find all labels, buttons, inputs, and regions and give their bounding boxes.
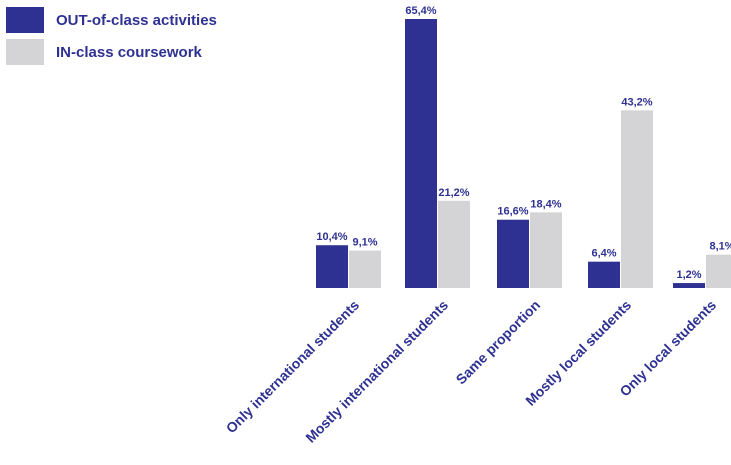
- bar-out-of-class-2: [497, 219, 529, 288]
- data-label-in-class-1: 21,2%: [438, 187, 469, 199]
- data-label-out-of-class-4: 1,2%: [676, 269, 701, 281]
- data-label-out-of-class-1: 65,4%: [405, 5, 436, 17]
- legend-label-out-of-class: OUT-of-class activities: [56, 11, 217, 29]
- bar-in-class-2: [530, 212, 562, 288]
- bar-out-of-class-1: [405, 19, 437, 288]
- legend-swatch-out-of-class: [6, 7, 44, 33]
- bar-in-class-0: [349, 250, 381, 288]
- bar-in-class-1: [438, 200, 470, 288]
- x-tick-label-1: Mostly international students: [302, 297, 451, 446]
- legend-item-in-class: IN-class coursework: [6, 38, 217, 66]
- x-tick-label-3: Mostly local students: [522, 297, 634, 409]
- chart-legend: OUT-of-class activities IN-class coursew…: [6, 6, 217, 70]
- data-label-out-of-class-3: 6,4%: [591, 248, 616, 260]
- data-label-in-class-4: 8,1%: [709, 241, 731, 253]
- bar-in-class-3: [621, 110, 653, 289]
- data-label-in-class-3: 43,2%: [621, 96, 652, 108]
- legend-swatch-in-class: [6, 39, 44, 65]
- x-tick-label-2: Same proportion: [453, 297, 544, 388]
- legend-item-out-of-class: OUT-of-class activities: [6, 6, 217, 34]
- data-label-in-class-2: 18,4%: [530, 198, 561, 210]
- bar-out-of-class-0: [316, 245, 348, 288]
- legend-label-in-class: IN-class coursework: [56, 43, 202, 61]
- x-tick-label-4: Only local students: [616, 297, 719, 400]
- bar-out-of-class-4: [673, 283, 705, 288]
- bar-in-class-4: [706, 254, 731, 288]
- data-label-in-class-0: 9,1%: [352, 237, 377, 249]
- data-label-out-of-class-2: 16,6%: [497, 206, 528, 218]
- data-label-out-of-class-0: 10,4%: [316, 231, 347, 243]
- bar-out-of-class-3: [588, 261, 620, 288]
